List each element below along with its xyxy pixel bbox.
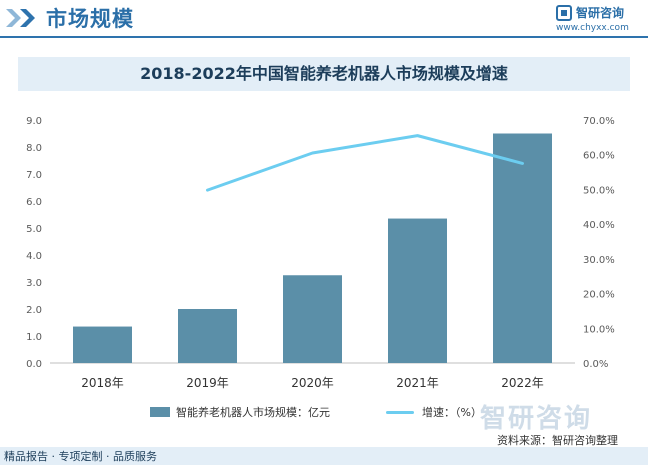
x-tick-label: 2022年 [501,376,544,390]
y-right-tick-label: 60.0% [583,151,615,162]
y-left-tick-label: 2.0 [26,305,42,316]
bar [178,309,237,363]
footer-bar: 精品报告 · 专项定制 · 品质服务 [0,447,648,465]
brand-logo-icon [556,5,572,21]
legend-swatch-bar [150,407,170,417]
bar [388,218,447,363]
bar [73,326,132,363]
y-left-tick-label: 6.0 [26,197,42,208]
y-right-tick-label: 30.0% [583,255,615,266]
x-tick-label: 2019年 [186,376,229,390]
bar [283,275,342,363]
y-left-tick-label: 0.0 [26,359,42,370]
y-left-tick-label: 7.0 [26,170,42,181]
chart-area: 0.0 1.0 2.0 3.0 4.0 5.0 6.0 7.0 8.0 9.0 0.0% 10.0%… [26,116,615,390]
watermark: 智研咨询 [480,404,593,434]
growth-line [206,134,524,192]
y-right-tick-label: 70.0% [583,116,615,127]
legend-label-bar: 智能养老机器人市场规模：亿元 [176,406,330,419]
bar [493,133,552,363]
x-tick-label: 2018年 [81,376,124,390]
y-left-tick-label: 5.0 [26,224,42,235]
bar-series [73,133,552,363]
x-tick-label: 2020年 [291,376,334,390]
y-left-tick-label: 8.0 [26,143,42,154]
legend-swatch-line [386,411,414,414]
y-right-tick-label: 40.0% [583,220,615,231]
y-left-tick-label: 9.0 [26,116,42,127]
y-right-tick-label: 50.0% [583,185,615,196]
x-axis-ticks: 2018年 2019年 2020年 2021年 2022年 [81,376,544,390]
chevron-right-icon [6,9,35,27]
page-header: 市场规模 智研咨询 www.chyxx.com [0,0,648,36]
y-axis-right: 0.0% 10.0% 20.0% 30.0% 40.0% 50.0% 60.0% 70.0% [583,116,615,370]
y-left-tick-label: 4.0 [26,251,42,262]
header-divider [0,36,648,38]
section-title: 市场规模 [46,7,134,31]
y-left-tick-label: 1.0 [26,332,42,343]
chart-title: 2018-2022年中国智能养老机器人市场规模及增速 [140,64,508,83]
brand-name: 智研咨询 [576,6,625,20]
footer-text: 精品报告 · 专项定制 · 品质服务 [4,450,157,463]
y-right-tick-label: 10.0% [583,324,615,335]
legend-label-line: 增速：（%） [422,406,482,419]
y-left-tick-label: 3.0 [26,278,42,289]
y-right-tick-label: 0.0% [583,359,608,370]
source-note: 资料来源：智研咨询整理 [497,434,618,447]
brand-url: www.chyxx.com [556,23,629,33]
y-right-tick-label: 20.0% [583,290,615,301]
y-axis-left: 0.0 1.0 2.0 3.0 4.0 5.0 6.0 7.0 8.0 9.0 [26,116,42,370]
brand-logo: 智研咨询 www.chyxx.com [556,3,646,35]
x-tick-label: 2021年 [396,376,439,390]
chart-title-band: 2018-2022年中国智能养老机器人市场规模及增速 [18,57,630,91]
